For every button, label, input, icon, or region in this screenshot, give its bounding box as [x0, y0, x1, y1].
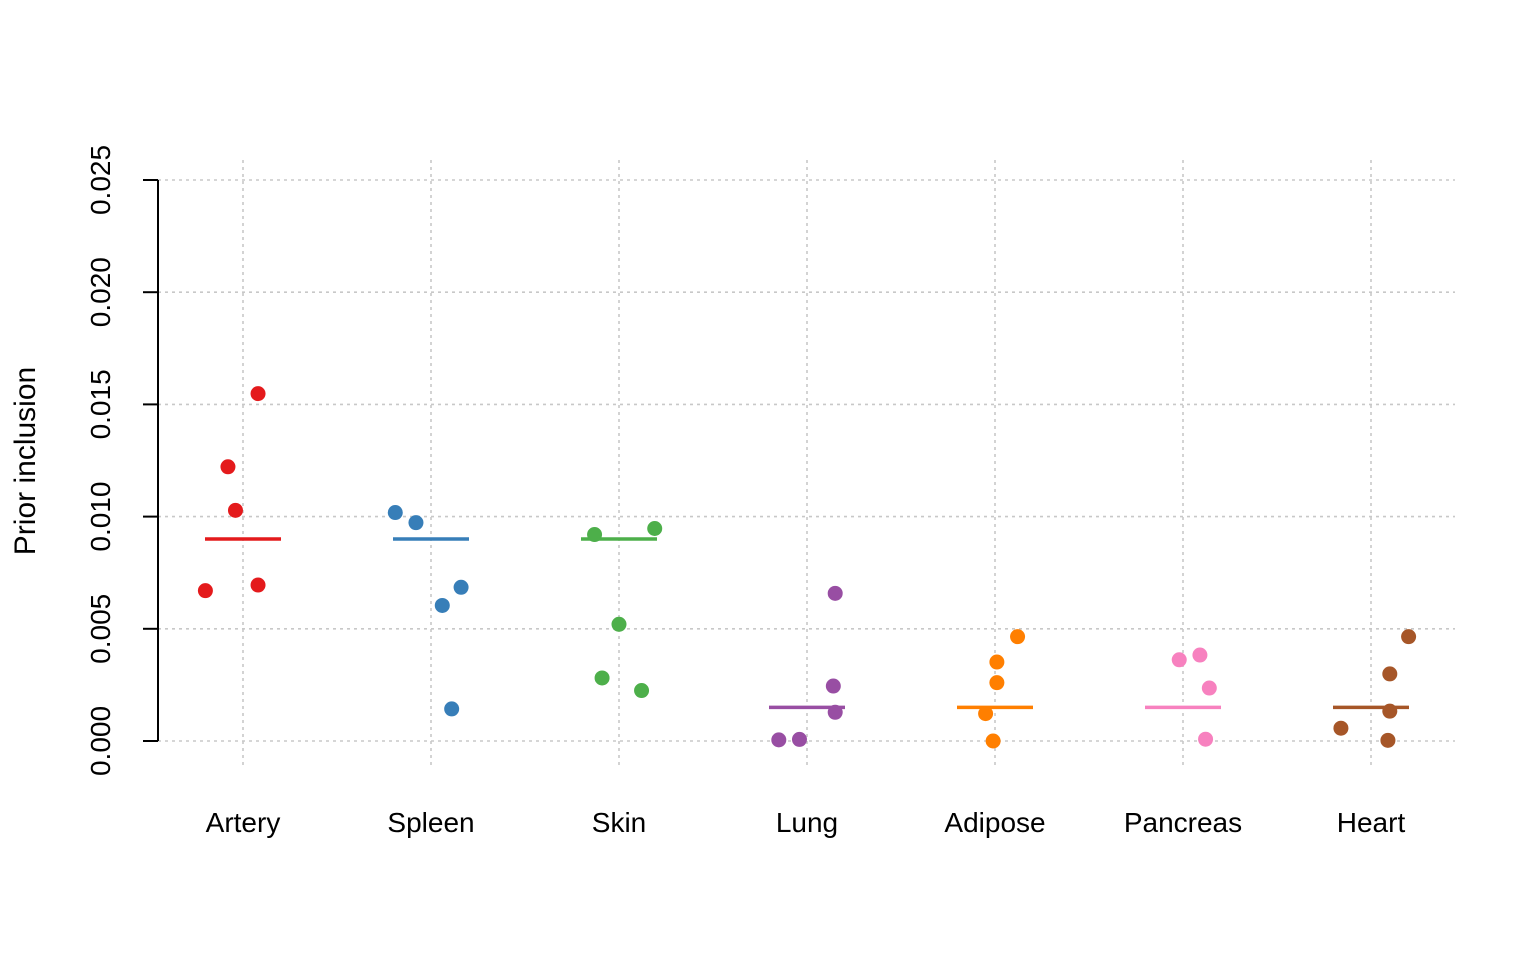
data-point-skin — [587, 527, 603, 543]
data-point-skin — [594, 670, 610, 686]
data-point-skin — [647, 520, 663, 536]
data-point-lung — [791, 731, 807, 747]
data-point-adipose — [989, 654, 1005, 670]
x-axis-labels: Artery Spleen Skin Lung Adipose Pancreas Heart — [206, 807, 1406, 838]
data-point-heart — [1382, 703, 1398, 719]
data-point-adipose — [989, 675, 1005, 691]
data-point-spleen — [408, 515, 424, 531]
x-tick-label-artery: Artery — [206, 807, 281, 838]
data-point-artery — [227, 502, 243, 518]
y-axis-label: Prior inclusion — [9, 367, 42, 555]
grid-layer — [158, 160, 1455, 768]
y-tick-label: 0.025 — [85, 145, 116, 215]
data-point-spleen — [434, 597, 450, 613]
data-point-spleen — [444, 701, 460, 717]
y-tick-label: 0.010 — [85, 482, 116, 552]
x-tick-label-adipose: Adipose — [944, 807, 1045, 838]
x-tick-label-spleen: Spleen — [387, 807, 474, 838]
data-point-spleen — [453, 579, 469, 595]
data-point-heart — [1333, 720, 1349, 736]
data-point-heart — [1380, 732, 1396, 748]
data-point-heart — [1401, 629, 1417, 645]
x-tick-label-skin: Skin — [592, 807, 646, 838]
data-point-skin — [611, 616, 627, 632]
data-point-lung — [825, 678, 841, 694]
data-point-pancreas — [1192, 647, 1208, 663]
y-tick-label: 0.015 — [85, 369, 116, 439]
data-point-lung — [827, 704, 843, 720]
data-point-pancreas — [1171, 652, 1187, 668]
data-point-pancreas — [1198, 731, 1214, 747]
data-point-artery — [197, 583, 213, 599]
data-point-artery — [220, 459, 236, 475]
x-tick-label-lung: Lung — [776, 807, 838, 838]
y-tick-label: 0.000 — [85, 706, 116, 776]
data-point-lung — [827, 585, 843, 601]
data-point-lung — [771, 732, 787, 748]
x-tick-label-heart: Heart — [1337, 807, 1406, 838]
data-point-artery — [250, 386, 266, 402]
data-point-adipose — [985, 733, 1001, 749]
y-tick-label: 0.005 — [85, 594, 116, 664]
data-point-skin — [634, 683, 650, 699]
data-point-heart — [1382, 666, 1398, 682]
data-points — [197, 386, 1417, 749]
y-tick-label: 0.020 — [85, 257, 116, 327]
y-axis: 0.000 0.005 0.010 0.015 0.020 0.025 — [85, 145, 159, 776]
data-point-adipose — [1010, 629, 1026, 645]
data-point-adipose — [978, 706, 994, 722]
data-point-artery — [250, 577, 266, 593]
data-point-spleen — [387, 505, 403, 521]
x-tick-label-pancreas: Pancreas — [1124, 807, 1242, 838]
data-point-pancreas — [1201, 680, 1217, 696]
